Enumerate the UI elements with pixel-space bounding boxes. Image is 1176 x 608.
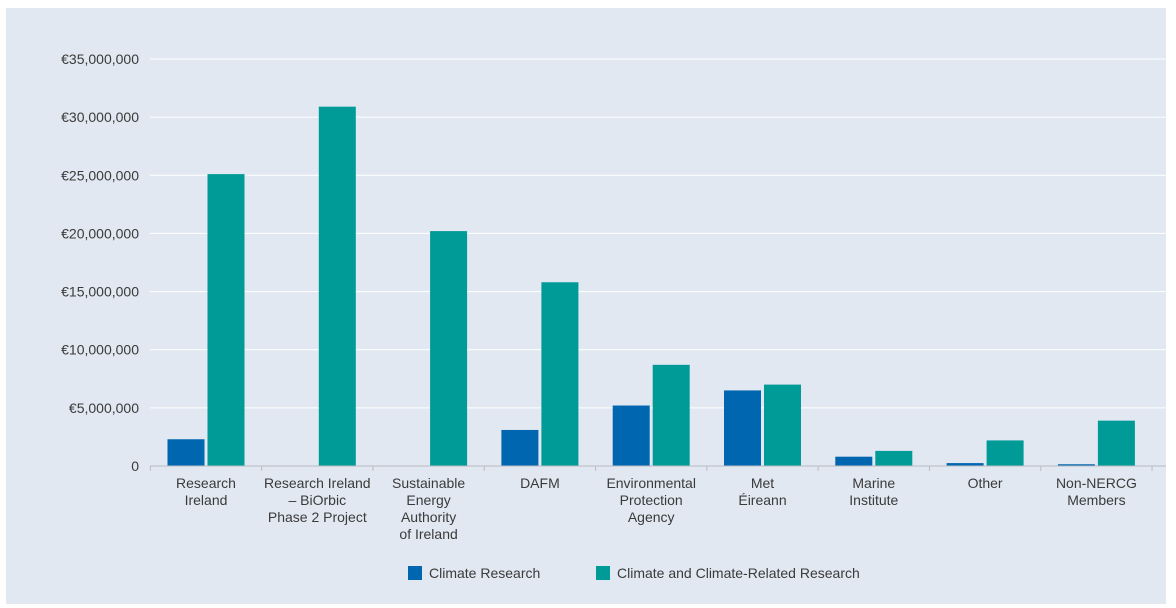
bar-chart: 0 €5,000,000 €10,000,000 €15,000,000 €20,000… — [61, 51, 1166, 581]
category-label: Other — [968, 475, 1003, 491]
category-label-line: Institute — [849, 492, 898, 508]
y-tick-label: 0 — [131, 458, 139, 474]
bar-climate-related-research-7 — [986, 440, 1024, 466]
category-label-line: Authority — [401, 509, 456, 525]
category-label-line: DAFM — [520, 475, 560, 491]
y-axis-tick-labels: 0 €5,000,000 €10,000,000 €15,000,000 €20,000… — [61, 51, 139, 474]
legend-label: Climate and Climate-Related Research — [617, 565, 860, 581]
legend-swatch — [596, 566, 610, 580]
legend-swatch — [408, 566, 422, 580]
gridlines — [150, 58, 1166, 409]
bar-climate-research-3 — [501, 429, 539, 466]
category-label-line: Protection — [620, 492, 683, 508]
bar-climate-research-7 — [946, 463, 984, 466]
category-label-line: Marine — [852, 475, 895, 491]
category-label-line: Environmental — [606, 475, 696, 491]
bar-climate-related-research-3 — [541, 282, 579, 466]
bar-climate-related-research-2 — [430, 231, 468, 466]
category-label-line: Ireland — [185, 492, 228, 508]
bar-climate-related-research-8 — [1097, 420, 1135, 466]
y-tick-label: €35,000,000 — [61, 51, 139, 67]
category-label-line: Phase 2 Project — [268, 509, 367, 525]
category-label: Sustainable Energy Authority of Ireland — [392, 475, 465, 542]
bar-climate-research-5 — [724, 390, 761, 466]
category-label-line: Non-NERCG — [1056, 475, 1137, 491]
legend-label: Climate Research — [429, 565, 540, 581]
y-tick-label: €20,000,000 — [61, 225, 139, 241]
bar-climate-related-research-4 — [652, 364, 690, 466]
legend: Climate Research Climate and Climate-Rela… — [408, 565, 860, 581]
y-tick-label: €5,000,000 — [69, 400, 139, 416]
category-label-line: Sustainable — [392, 475, 465, 491]
chart-panel: 0 €5,000,000 €10,000,000 €15,000,000 €20,000… — [6, 8, 1166, 604]
bar-climate-research-8 — [1057, 464, 1095, 466]
y-tick-label: €30,000,000 — [61, 109, 139, 125]
x-axis — [149, 465, 1166, 471]
category-label-line: of Ireland — [399, 526, 457, 542]
category-label: Research Ireland – BiOrbic Phase 2 Project — [264, 475, 371, 525]
bar-climate-related-research-1 — [318, 106, 356, 467]
category-label-line: Members — [1067, 492, 1125, 508]
y-tick-label: €15,000,000 — [61, 284, 139, 300]
category-label-line: Met — [751, 475, 774, 491]
y-tick-label: €25,000,000 — [61, 167, 139, 183]
category-label: Marine Institute — [849, 475, 898, 508]
category-label-line: Agency — [628, 509, 675, 525]
category-label-line: Research Ireland — [264, 475, 371, 491]
bar-climate-research-6 — [835, 456, 873, 466]
category-label: Research Ireland — [176, 475, 236, 508]
category-label-line: Éireann — [738, 492, 786, 508]
category-label: DAFM — [520, 475, 560, 491]
y-tick-label: €10,000,000 — [61, 342, 139, 358]
bar-climate-research-0 — [167, 439, 205, 466]
category-label: Environmental Protection Agency — [606, 475, 696, 525]
category-label-line: – BiOrbic — [289, 492, 347, 508]
category-label-line: Research — [176, 475, 236, 491]
bars — [167, 106, 1135, 467]
bar-climate-related-research-5 — [764, 384, 801, 466]
bar-climate-related-research-6 — [875, 450, 913, 466]
category-label-line: Other — [968, 475, 1003, 491]
bar-climate-related-research-0 — [207, 174, 245, 466]
category-label: Non-NERCG Members — [1056, 475, 1137, 508]
category-label-line: Energy — [406, 492, 450, 508]
bar-climate-research-4 — [612, 405, 650, 466]
category-label: Met Éireann — [738, 475, 786, 508]
